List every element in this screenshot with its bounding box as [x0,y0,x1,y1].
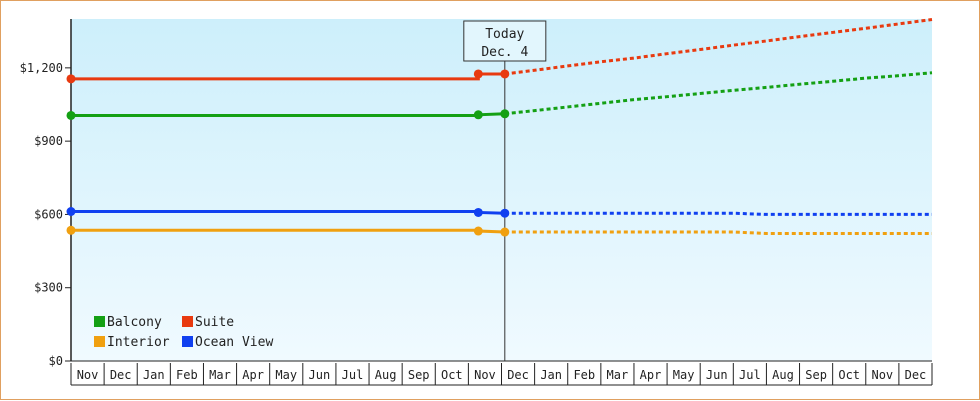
legend-item-balcony: Balcony [94,315,162,330]
suite-point [66,74,76,84]
month-label: Jul [739,368,761,382]
month-label: Apr [242,368,264,382]
month-label: Dec [507,368,529,382]
month-label: Mar [607,368,629,382]
month-label: Nov [474,368,496,382]
today-date-label: Dec. 4 [481,45,528,60]
legend-swatch [94,336,105,347]
month-label: May [673,368,695,382]
balcony-point [473,110,483,120]
month-label: Jul [342,368,364,382]
interior-point [500,227,510,237]
month-label: Oct [441,368,463,382]
balcony-history-line [71,112,505,117]
ocean-view-point [500,208,510,218]
suite-point [473,69,483,79]
month-label: Apr [640,368,662,382]
y-tick-label: $900 [34,134,63,148]
interior-point [473,226,483,236]
month-label: Aug [772,368,794,382]
y-axis: $0 $300 $600 $900 $1,200 [20,19,72,368]
interior-forecast-line [504,230,932,235]
suite-point [500,69,510,79]
month-label: May [275,368,297,382]
month-label: Nov [871,368,893,382]
month-label: Jan [540,368,562,382]
legend: Balcony Suite Interior Ocean View [94,315,273,350]
legend-swatch [182,336,193,347]
balcony-forecast-line [504,71,933,116]
y-tick-label: $300 [34,281,63,295]
month-label: Feb [573,368,595,382]
month-label: Aug [375,368,397,382]
month-label: Jun [309,368,331,382]
legend-label: Suite [195,315,234,330]
interior-point [66,225,76,235]
month-label: Dec [110,368,132,382]
y-tick-label: $1,200 [20,61,63,75]
balcony-point [500,109,510,119]
legend-item-interior: Interior [94,335,170,350]
series-layer [66,18,933,237]
month-label: Sep [805,368,827,382]
legend-label: Interior [107,335,170,350]
y-tick-label: $0 [49,354,63,368]
month-label: Oct [838,368,860,382]
month-label: Dec [905,368,927,382]
interior-history-line [71,228,505,234]
today-marker: Today Dec. 4 [463,20,547,361]
month-label: Mar [209,368,231,382]
balcony-point [66,110,76,120]
month-label: Feb [176,368,198,382]
ocean-view-point [473,207,483,217]
month-label: Sep [408,368,430,382]
suite-forecast-line [504,18,933,76]
y-tick-label: $600 [34,207,63,221]
today-label: Today [485,27,524,42]
legend-swatch [182,316,193,327]
month-label: Jan [143,368,165,382]
ocean-view-history-line [71,209,505,215]
month-label: Nov [77,368,99,382]
ocean-view-point [66,206,76,216]
legend-item-suite: Suite [182,315,234,330]
legend-label: Balcony [107,315,162,330]
month-label: Jun [706,368,728,382]
legend-item-ocean-view: Ocean View [182,335,273,350]
legend-swatch [94,316,105,327]
plot-background [71,19,932,361]
ocean-view-forecast-line [504,211,932,216]
month-axis: Nov Dec Jan Feb Mar Apr May Jun Jul Aug Sep Oct Nov D… [70,360,933,386]
today-box [463,20,547,62]
legend-label: Ocean View [195,335,273,350]
